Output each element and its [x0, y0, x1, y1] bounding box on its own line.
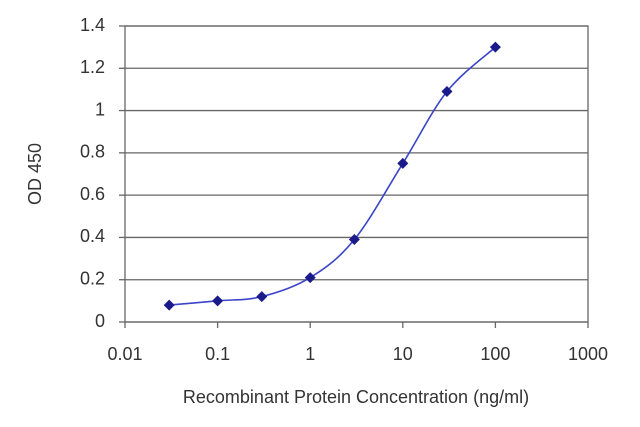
point: [397, 157, 409, 169]
y-tick-label: 1: [95, 99, 105, 119]
point: [163, 299, 175, 311]
x-tick-label: 100: [480, 344, 510, 364]
y-tick-label: 1.2: [80, 57, 105, 77]
x-axis-label: Recombinant Protein Concentration (ng/ml…: [183, 387, 529, 407]
point: [441, 86, 453, 98]
plot-area: [124, 25, 589, 323]
y-tick-label: 0: [95, 311, 105, 331]
x-tick-label: 0.1: [205, 344, 230, 364]
point: [256, 291, 268, 303]
point: [212, 295, 224, 307]
y-tick-label: 1.4: [80, 15, 105, 35]
x-tick-label: 10: [393, 344, 413, 364]
point: [304, 272, 316, 284]
y-tick-label: 0.8: [80, 142, 105, 162]
x-tick-label: 0.01: [107, 344, 142, 364]
y-axis-label: OD 450: [25, 143, 45, 205]
y-tick-label: 0.2: [80, 268, 105, 288]
x-tick-label: 1: [305, 344, 315, 364]
x-tick-label: 1000: [568, 344, 608, 364]
point: [348, 234, 360, 246]
point: [489, 41, 501, 53]
y-tick-label: 0.4: [80, 226, 105, 246]
y-tick-label: 0.6: [80, 184, 105, 204]
